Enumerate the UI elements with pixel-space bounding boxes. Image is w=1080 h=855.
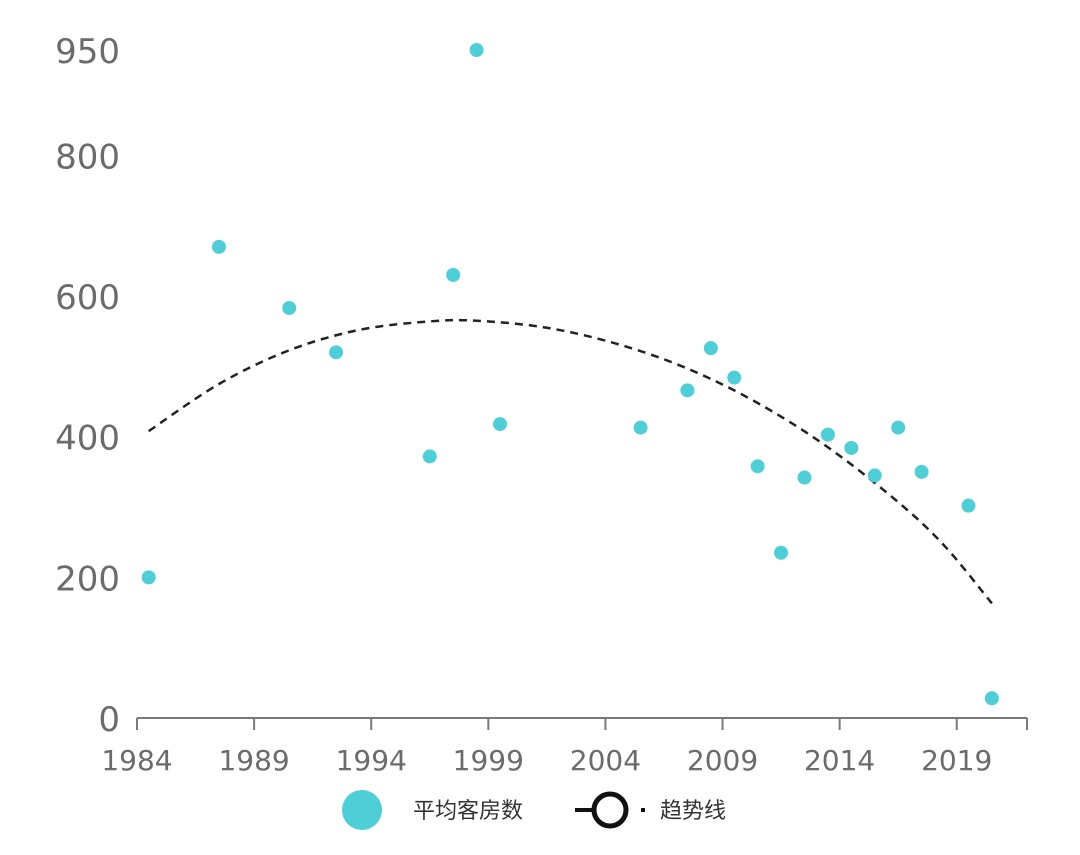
trend-layer [148, 318, 993, 605]
y-tick-label: 600 [55, 278, 120, 318]
data-point [282, 301, 297, 316]
data-point [446, 268, 461, 283]
data-point [750, 459, 765, 474]
x-tick-label: 1994 [336, 744, 407, 777]
data-point [211, 239, 226, 254]
data-point [820, 427, 835, 442]
data-point [797, 470, 812, 485]
x-tick-label: 1989 [218, 744, 289, 777]
x-tick-label: 2014 [804, 744, 875, 777]
data-point [961, 498, 976, 513]
data-point [774, 545, 789, 560]
data-point [914, 464, 929, 479]
data-point [422, 449, 437, 464]
legend-scatter-marker [342, 790, 382, 830]
data-point [891, 420, 906, 435]
y-tick-label: 0 [98, 700, 120, 740]
axes-layer: 1984 1989 1994 1999 2004 2009 2014 2019 0 200 400 6… [55, 32, 1028, 777]
y-tick-label: 950 [55, 32, 120, 72]
y-tick-label: 400 [55, 419, 120, 459]
data-point [727, 370, 742, 385]
data-point [633, 420, 648, 435]
data-point [844, 440, 859, 455]
x-tick-label: 1999 [453, 744, 524, 777]
x-tick-label: 1984 [101, 744, 172, 777]
data-point [984, 691, 999, 706]
trend-line [148, 318, 993, 605]
points-layer [141, 43, 999, 706]
x-tick-label: 2009 [687, 744, 758, 777]
x-tick-label: 2019 [921, 744, 992, 777]
legend: 平均客房数 趋势线 [342, 790, 726, 830]
data-point [703, 341, 718, 356]
legend-trend-label: 趋势线 [660, 799, 726, 824]
data-point [680, 383, 695, 398]
data-point [867, 468, 882, 483]
legend-scatter-label: 平均客房数 [413, 799, 523, 824]
data-point [493, 417, 508, 432]
x-tick-label: 2004 [570, 744, 641, 777]
data-point [141, 570, 156, 585]
legend-trend-marker [591, 791, 629, 829]
y-tick-label: 200 [55, 559, 120, 599]
y-tick-label: 800 [55, 137, 120, 177]
data-point [329, 345, 344, 360]
data-point [469, 43, 484, 57]
